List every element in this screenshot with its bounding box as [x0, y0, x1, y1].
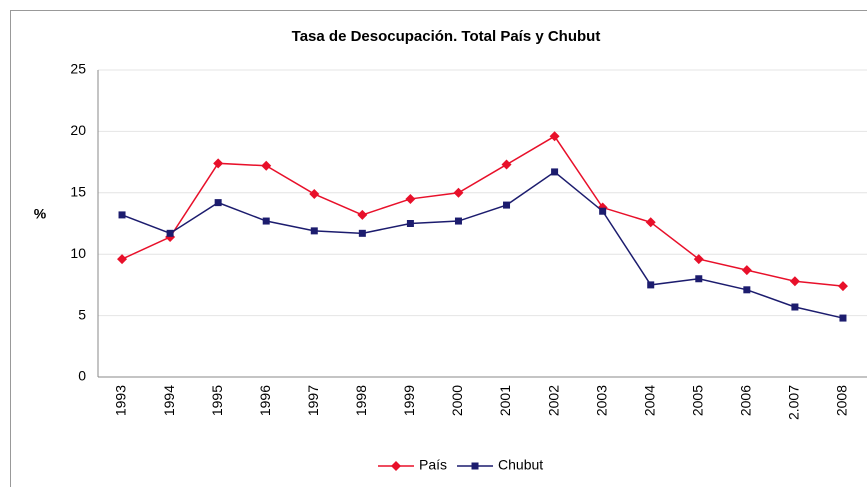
- marker: [647, 281, 655, 289]
- marker: [261, 160, 272, 171]
- marker: [791, 303, 799, 311]
- marker: [454, 217, 462, 225]
- y-tick-label: 15: [70, 184, 86, 200]
- x-tick-label: 1997: [305, 385, 321, 416]
- marker: [406, 220, 414, 227]
- marker: [309, 189, 320, 200]
- x-tick-label: 2002: [545, 385, 561, 416]
- marker: [310, 227, 318, 235]
- series-line: [121, 170, 844, 319]
- chart-title: Tasa de Desocupación. Total País y Chubu…: [292, 28, 601, 45]
- x-tick-label: 2008: [834, 385, 850, 416]
- y-tick-label: 25: [70, 61, 86, 77]
- x-tick-label: 2006: [738, 385, 754, 416]
- marker: [693, 254, 704, 265]
- marker: [503, 201, 511, 209]
- marker: [743, 286, 751, 294]
- x-tick-label: 2005: [689, 385, 705, 416]
- marker: [405, 193, 416, 204]
- series-line: [121, 135, 844, 287]
- legend-label: País: [419, 457, 447, 473]
- y-axis-label: %: [34, 206, 47, 222]
- marker: [837, 281, 848, 292]
- x-tick-label: 2.007: [786, 385, 802, 420]
- marker: [645, 217, 656, 228]
- legend-label: Chubut: [498, 457, 543, 473]
- marker: [358, 229, 366, 237]
- marker: [741, 265, 752, 276]
- x-tick-label: 1998: [353, 385, 369, 416]
- x-tick-label: 1994: [161, 385, 177, 416]
- x-tick-label: 1995: [209, 385, 225, 416]
- marker: [166, 229, 174, 237]
- x-tick-label: 2003: [593, 385, 609, 416]
- marker: [695, 275, 703, 283]
- marker: [391, 461, 401, 471]
- marker: [214, 199, 222, 207]
- marker: [549, 131, 560, 142]
- marker: [501, 159, 512, 170]
- x-tick-label: 1996: [257, 385, 273, 416]
- y-tick-label: 20: [70, 122, 86, 138]
- marker: [789, 276, 800, 287]
- marker: [117, 254, 128, 265]
- y-tick-label: 10: [70, 245, 86, 261]
- x-tick-label: 2004: [641, 385, 657, 416]
- marker: [357, 209, 368, 220]
- x-tick-label: 1999: [401, 385, 417, 416]
- marker: [118, 211, 126, 219]
- marker: [599, 207, 607, 215]
- marker: [551, 168, 559, 176]
- marker: [453, 187, 464, 198]
- marker: [839, 314, 847, 322]
- x-tick-label: 2001: [497, 385, 513, 416]
- marker: [262, 217, 270, 225]
- marker: [213, 158, 224, 169]
- x-tick-label: 1993: [113, 385, 129, 416]
- x-tick-label: 2000: [449, 385, 465, 416]
- y-tick-label: 5: [78, 306, 86, 322]
- chart-frame: [10, 10, 867, 487]
- y-tick-label: 0: [78, 368, 86, 384]
- marker: [471, 462, 479, 470]
